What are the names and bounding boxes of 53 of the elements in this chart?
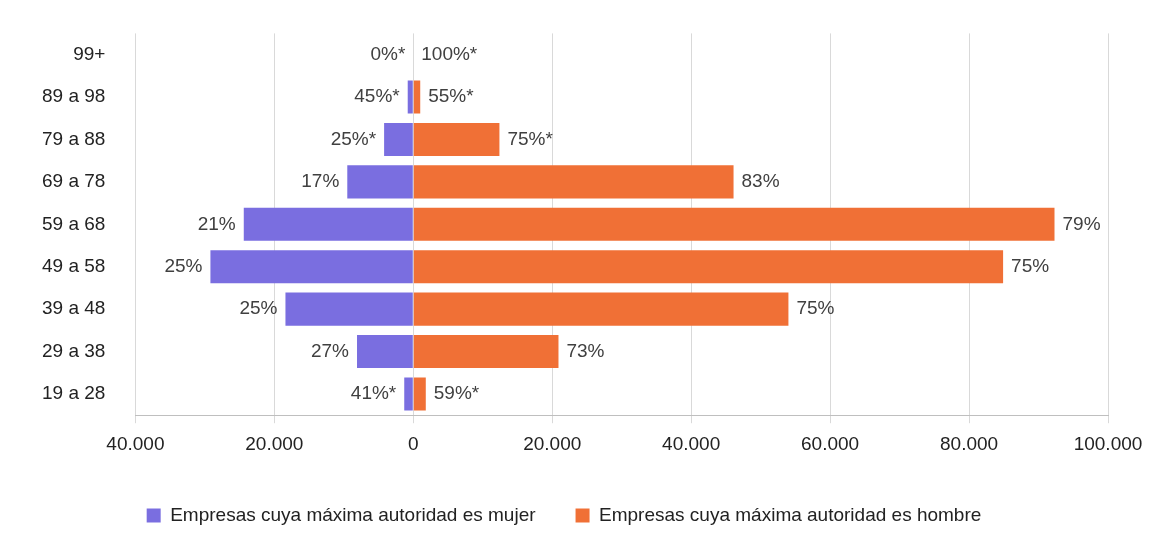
legend-label: Empresas cuya máxima autoridad es hombre xyxy=(599,503,982,525)
y-tick-label: 69 a 78 xyxy=(41,170,106,192)
annotation: 59%* xyxy=(433,382,480,404)
y-tick-label: 39 a 48 xyxy=(41,297,106,319)
bar xyxy=(210,250,413,284)
y-tick-label: 29 a 38 xyxy=(41,339,106,361)
annotation: 83% xyxy=(741,170,780,192)
annotation: 45%* xyxy=(354,85,401,107)
annotation: 79% xyxy=(1062,212,1101,234)
legend-label: Empresas cuya máxima autoridad es mujer xyxy=(170,503,537,525)
annotation: 25% xyxy=(164,254,203,276)
x-tick-label: 20.000 xyxy=(245,432,304,454)
bar xyxy=(384,122,413,156)
x-tick-label: 60.000 xyxy=(801,432,860,454)
annotation: 75% xyxy=(796,297,835,319)
bar xyxy=(243,207,413,241)
annotation: 25% xyxy=(239,297,278,319)
bar xyxy=(413,165,734,199)
y-tick-label: 99+ xyxy=(73,42,106,64)
y-tick-label: 19 a 28 xyxy=(41,382,106,404)
x-tick-label: 20.000 xyxy=(523,432,582,454)
bar xyxy=(413,292,789,326)
x-tick-label: 40.000 xyxy=(106,432,165,454)
annotation: 21% xyxy=(197,212,236,234)
x-tick-label: 80.000 xyxy=(939,432,999,454)
bar xyxy=(413,122,500,156)
x-tick-label: 0 xyxy=(407,432,419,454)
bar xyxy=(413,207,1055,241)
bar xyxy=(347,165,413,199)
annotation: 100%* xyxy=(421,42,478,64)
annotation: 75%* xyxy=(507,127,554,149)
bar xyxy=(413,335,559,369)
annotation: 55%* xyxy=(428,85,475,107)
bar xyxy=(413,80,421,114)
y-tick-label: 49 a 58 xyxy=(41,254,106,276)
x-tick-label: 100.000 xyxy=(1073,432,1143,454)
annotation: 41%* xyxy=(350,382,397,404)
x-tick-label: 40.000 xyxy=(662,432,721,454)
annotation: 0%* xyxy=(370,42,406,64)
bar xyxy=(407,80,413,114)
annotation: 75% xyxy=(1011,254,1050,276)
y-tick-label: 59 a 68 xyxy=(41,212,106,234)
annotation: 27% xyxy=(310,339,350,361)
bar xyxy=(404,377,413,411)
bar xyxy=(285,292,413,326)
bar xyxy=(357,335,413,369)
bar xyxy=(413,250,1004,284)
bar xyxy=(413,377,426,411)
y-tick-label: 79 a 88 xyxy=(41,127,106,149)
annotation: 25%* xyxy=(330,127,377,149)
annotation: 73% xyxy=(566,339,605,361)
y-tick-label: 89 a 98 xyxy=(41,85,106,107)
annotation: 17% xyxy=(301,170,340,192)
